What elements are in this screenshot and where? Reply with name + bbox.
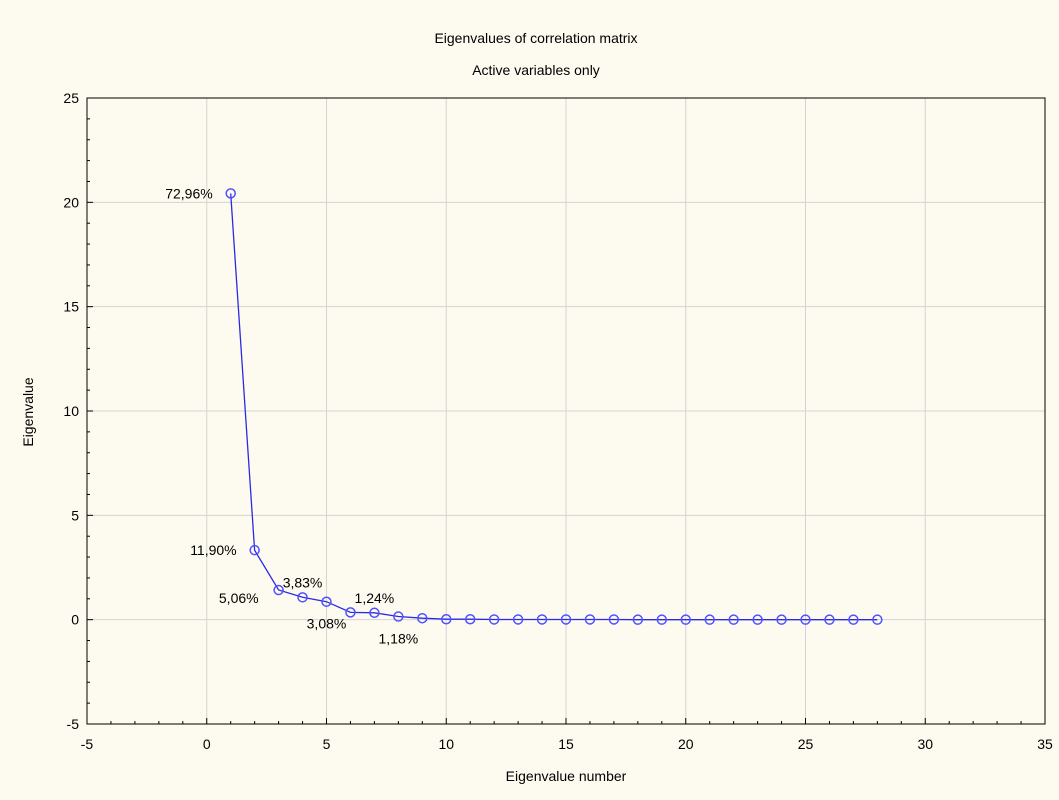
data-point bbox=[776, 614, 787, 625]
x-tick-label: 5 bbox=[323, 736, 331, 752]
y-tick-label: -5 bbox=[67, 716, 80, 732]
x-tick-label: 20 bbox=[678, 736, 694, 752]
data-point bbox=[632, 614, 644, 625]
x-tick-label: 30 bbox=[917, 736, 933, 752]
y-tick-label: 25 bbox=[63, 90, 79, 106]
data-point bbox=[345, 607, 356, 618]
data-point bbox=[872, 614, 883, 625]
data-point bbox=[297, 592, 308, 603]
data-point bbox=[273, 584, 284, 596]
point-percent-label: 5,06% bbox=[219, 590, 259, 606]
data-point bbox=[560, 614, 572, 625]
data-point bbox=[441, 613, 452, 625]
x-tick-label: 35 bbox=[1037, 736, 1053, 752]
y-tick-label: 15 bbox=[63, 299, 79, 315]
x-tick-label: 10 bbox=[438, 736, 454, 752]
data-point bbox=[225, 188, 236, 199]
point-percent-label: 3,83% bbox=[283, 574, 323, 590]
data-point bbox=[321, 596, 332, 607]
data-point bbox=[824, 614, 835, 625]
data-point bbox=[393, 611, 404, 622]
series-line-group bbox=[225, 188, 883, 625]
data-labels: 72,96% 11,90% 5,06% 3,83% 3,08% 1,24% 1,18% bbox=[165, 185, 418, 646]
y-tick-label: 0 bbox=[71, 612, 79, 628]
x-tick-label: 0 bbox=[203, 736, 211, 752]
data-point bbox=[608, 614, 620, 625]
data-point bbox=[656, 614, 668, 625]
point-percent-label: 1,18% bbox=[378, 631, 418, 647]
point-percent-label: 3,08% bbox=[307, 616, 347, 632]
y-tick-label: 20 bbox=[63, 194, 79, 210]
data-point bbox=[512, 614, 524, 625]
point-percent-label: 72,96% bbox=[165, 185, 212, 201]
data-point bbox=[584, 614, 596, 625]
x-axis-label: Eigenvalue number bbox=[506, 768, 627, 784]
point-percent-label: 1,24% bbox=[355, 590, 395, 606]
data-point bbox=[728, 614, 739, 625]
y-tick-label: 5 bbox=[71, 507, 79, 523]
data-point bbox=[249, 544, 260, 556]
y-axis-label: Eigenvalue bbox=[20, 377, 36, 446]
data-point bbox=[680, 614, 691, 625]
data-point bbox=[488, 614, 500, 625]
data-point bbox=[704, 614, 715, 625]
data-point bbox=[464, 613, 476, 625]
y-tick-label: 10 bbox=[63, 403, 79, 419]
data-point bbox=[848, 614, 859, 625]
x-tick-label: -5 bbox=[81, 736, 94, 752]
data-point bbox=[800, 614, 811, 625]
data-point bbox=[752, 614, 763, 625]
chart-subtitle: Active variables only bbox=[472, 62, 600, 78]
grid bbox=[87, 98, 1045, 724]
data-point bbox=[417, 612, 428, 624]
axis-ticks: -5 0 5 10 15 20 25 30 35 -5 0 5 10 15 20 25 bbox=[63, 90, 1053, 752]
x-tick-label: 15 bbox=[558, 736, 574, 752]
point-percent-label: 11,90% bbox=[190, 542, 236, 558]
x-tick-label: 25 bbox=[798, 736, 814, 752]
data-point bbox=[369, 607, 380, 619]
data-point bbox=[536, 614, 548, 625]
series-line bbox=[230, 193, 878, 621]
chart-title: Eigenvalues of correlation matrix bbox=[434, 30, 637, 46]
